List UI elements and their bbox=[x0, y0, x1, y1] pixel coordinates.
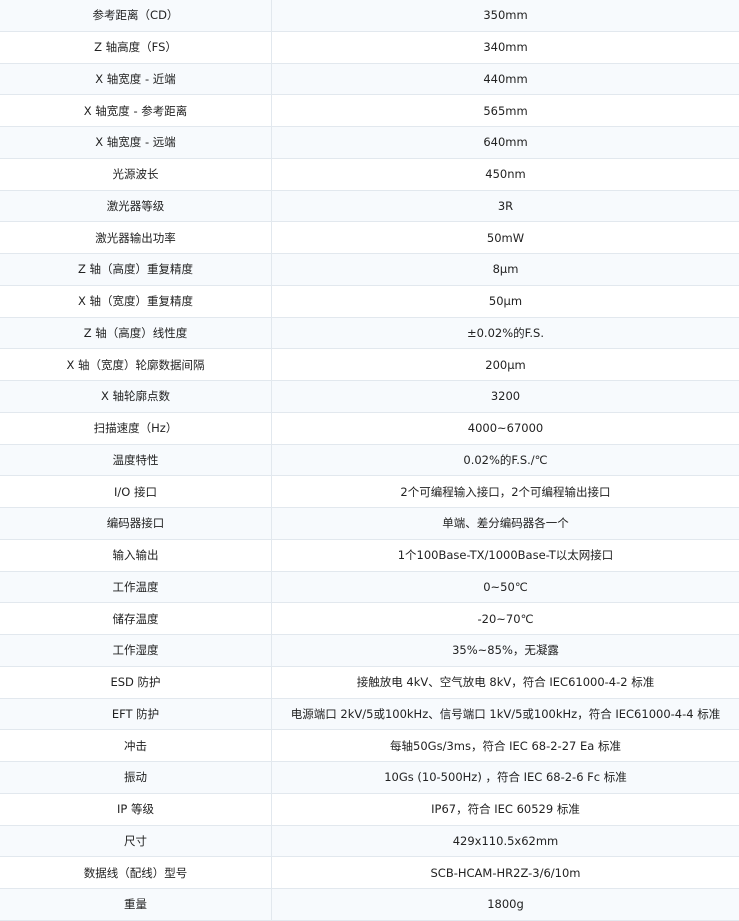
spec-label: 编码器接口 bbox=[0, 507, 272, 540]
spec-value: 1800g bbox=[271, 888, 739, 921]
table-row: 振动 10Gs (10-500Hz) ，符合 IEC 68-2-6 Fc 标准 bbox=[0, 761, 739, 794]
spec-label: X 轴宽度 - 远端 bbox=[0, 126, 272, 159]
spec-label: X 轴轮廓点数 bbox=[0, 380, 272, 413]
spec-label: 输入输出 bbox=[0, 539, 272, 572]
table-row: Z 轴（高度）线性度 ±0.02%的F.S. bbox=[0, 317, 739, 350]
table-row: 数据线（配线）型号 SCB-HCAM-HR2Z-3/6/10m bbox=[0, 856, 739, 889]
table-row: 激光器等级 3R bbox=[0, 190, 739, 223]
spec-value: -20~70℃ bbox=[271, 602, 739, 635]
spec-label: 数据线（配线）型号 bbox=[0, 856, 272, 889]
table-row: Z 轴高度（FS） 340mm bbox=[0, 31, 739, 64]
spec-label: 参考距离（CD） bbox=[0, 0, 272, 32]
spec-value: 440mm bbox=[271, 63, 739, 96]
spec-label: X 轴宽度 - 参考距离 bbox=[0, 94, 272, 127]
spec-value: 50μm bbox=[271, 285, 739, 318]
table-row: 编码器接口 单端、差分编码器各一个 bbox=[0, 507, 739, 540]
spec-label: Z 轴高度（FS） bbox=[0, 31, 272, 64]
spec-value: 单端、差分编码器各一个 bbox=[271, 507, 739, 540]
spec-label: ESD 防护 bbox=[0, 666, 272, 699]
table-row: 扫描速度（Hz） 4000~67000 bbox=[0, 412, 739, 445]
spec-label: 振动 bbox=[0, 761, 272, 794]
spec-label: 重量 bbox=[0, 888, 272, 921]
spec-label: 温度特性 bbox=[0, 444, 272, 477]
spec-value: 565mm bbox=[271, 94, 739, 127]
spec-value: 电源端口 2kV/5或100kHz、信号端口 1kV/5或100kHz，符合 I… bbox=[271, 698, 739, 731]
table-row: 工作温度 0~50℃ bbox=[0, 571, 739, 604]
table-row: 输入输出 1个100Base-TX/1000Base-T以太网接口 bbox=[0, 539, 739, 572]
spec-value: 50mW bbox=[271, 221, 739, 254]
table-row: X 轴（宽度）重复精度 50μm bbox=[0, 285, 739, 318]
table-row: 尺寸 429x110.5x62mm bbox=[0, 825, 739, 858]
table-row: X 轴宽度 - 远端 640mm bbox=[0, 126, 739, 159]
spec-value: 450nm bbox=[271, 158, 739, 191]
spec-label: X 轴（宽度）重复精度 bbox=[0, 285, 272, 318]
table-row: 工作湿度 35%~85%，无凝露 bbox=[0, 634, 739, 667]
table-row: I/O 接口 2个可编程输入接口，2个可编程输出接口 bbox=[0, 475, 739, 508]
spec-label: I/O 接口 bbox=[0, 475, 272, 508]
spec-label: 冲击 bbox=[0, 729, 272, 762]
table-row: X 轴宽度 - 参考距离 565mm bbox=[0, 94, 739, 127]
table-row: IP 等级 IP67，符合 IEC 60529 标准 bbox=[0, 793, 739, 826]
table-row: 重量 1800g bbox=[0, 888, 739, 921]
spec-value: 接触放电 4kV、空气放电 8kV，符合 IEC61000-4-2 标准 bbox=[271, 666, 739, 699]
spec-value: IP67，符合 IEC 60529 标准 bbox=[271, 793, 739, 826]
table-row: EFT 防护 电源端口 2kV/5或100kHz、信号端口 1kV/5或100kH… bbox=[0, 698, 739, 731]
table-row: Z 轴（高度）重复精度 8μm bbox=[0, 253, 739, 286]
spec-value: 340mm bbox=[271, 31, 739, 64]
spec-value: 3200 bbox=[271, 380, 739, 413]
table-row: 激光器输出功率 50mW bbox=[0, 221, 739, 254]
spec-value: 8μm bbox=[271, 253, 739, 286]
table-row: X 轴宽度 - 近端 440mm bbox=[0, 63, 739, 96]
spec-label: 储存温度 bbox=[0, 602, 272, 635]
spec-label: 尺寸 bbox=[0, 825, 272, 858]
spec-label: Z 轴（高度）重复精度 bbox=[0, 253, 272, 286]
spec-label: 工作湿度 bbox=[0, 634, 272, 667]
spec-label: 激光器等级 bbox=[0, 190, 272, 223]
spec-value: 429x110.5x62mm bbox=[271, 825, 739, 858]
spec-value: 2个可编程输入接口，2个可编程输出接口 bbox=[271, 475, 739, 508]
spec-label: 光源波长 bbox=[0, 158, 272, 191]
table-row: X 轴（宽度）轮廓数据间隔 200μm bbox=[0, 348, 739, 381]
spec-value: 0~50℃ bbox=[271, 571, 739, 604]
spec-value: 0.02%的F.S./℃ bbox=[271, 444, 739, 477]
spec-value: 1个100Base-TX/1000Base-T以太网接口 bbox=[271, 539, 739, 572]
table-row: X 轴轮廓点数 3200 bbox=[0, 380, 739, 413]
spec-label: 扫描速度（Hz） bbox=[0, 412, 272, 445]
spec-value: 35%~85%，无凝露 bbox=[271, 634, 739, 667]
spec-label: X 轴宽度 - 近端 bbox=[0, 63, 272, 96]
spec-value: 每轴50Gs/3ms，符合 IEC 68-2-27 Ea 标准 bbox=[271, 729, 739, 762]
spec-value: 350mm bbox=[271, 0, 739, 32]
spec-value: 3R bbox=[271, 190, 739, 223]
table-row: ESD 防护 接触放电 4kV、空气放电 8kV，符合 IEC61000-4-2 … bbox=[0, 666, 739, 699]
table-row: 温度特性 0.02%的F.S./℃ bbox=[0, 444, 739, 477]
spec-value: SCB-HCAM-HR2Z-3/6/10m bbox=[271, 856, 739, 889]
spec-value: 640mm bbox=[271, 126, 739, 159]
spec-value: 200μm bbox=[271, 348, 739, 381]
spec-label: 工作温度 bbox=[0, 571, 272, 604]
table-row: 光源波长 450nm bbox=[0, 158, 739, 191]
spec-label: X 轴（宽度）轮廓数据间隔 bbox=[0, 348, 272, 381]
spec-value: ±0.02%的F.S. bbox=[271, 317, 739, 350]
spec-label: IP 等级 bbox=[0, 793, 272, 826]
table-row: 储存温度 -20~70℃ bbox=[0, 602, 739, 635]
spec-label: Z 轴（高度）线性度 bbox=[0, 317, 272, 350]
spec-value: 10Gs (10-500Hz) ，符合 IEC 68-2-6 Fc 标准 bbox=[271, 761, 739, 794]
table-row: 参考距离（CD） 350mm bbox=[0, 0, 739, 32]
spec-label: EFT 防护 bbox=[0, 698, 272, 731]
spec-label: 激光器输出功率 bbox=[0, 221, 272, 254]
spec-value: 4000~67000 bbox=[271, 412, 739, 445]
table-row: 冲击 每轴50Gs/3ms，符合 IEC 68-2-27 Ea 标准 bbox=[0, 729, 739, 762]
